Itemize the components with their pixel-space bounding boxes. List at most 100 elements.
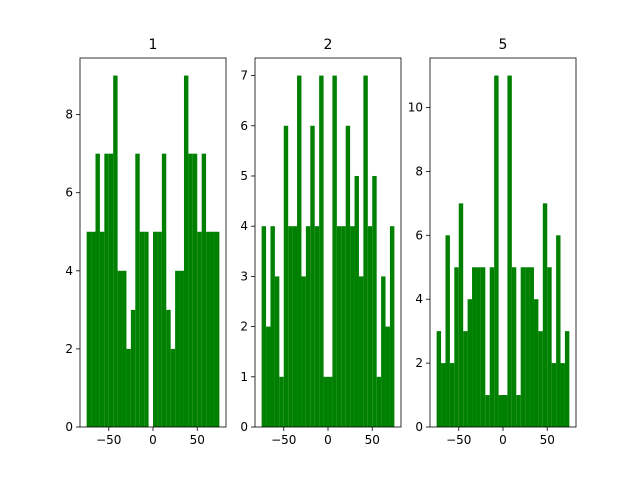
- bar: [166, 309, 171, 427]
- bar: [458, 203, 464, 427]
- bar: [117, 270, 123, 427]
- bar: [206, 231, 211, 427]
- bar: [336, 226, 342, 427]
- bar: [95, 153, 100, 427]
- bar: [108, 153, 114, 427]
- bar: [542, 203, 548, 427]
- chart-title: 5: [499, 37, 508, 53]
- bar: [261, 226, 267, 427]
- y-tick-label: 4: [65, 264, 73, 278]
- bar: [314, 226, 320, 427]
- bar: [292, 226, 298, 427]
- bar: [161, 153, 167, 427]
- y-tick-label: 3: [240, 269, 248, 283]
- bar: [86, 231, 92, 427]
- bar: [489, 267, 495, 427]
- bar: [345, 125, 351, 427]
- bar: [454, 267, 459, 427]
- bar: [525, 267, 530, 427]
- bar: [520, 267, 526, 427]
- x-tick-label: 0: [324, 433, 332, 447]
- chart-title: 2: [324, 37, 333, 53]
- bar: [139, 231, 145, 427]
- x-tick-label: 50: [365, 433, 380, 447]
- y-tick-label: 8: [415, 164, 423, 178]
- bar: [328, 376, 333, 427]
- bar: [511, 267, 517, 427]
- x-tick-label: 0: [499, 433, 507, 447]
- bar: [301, 276, 306, 427]
- y-tick-label: 4: [415, 292, 423, 306]
- bar: [130, 309, 136, 427]
- x-tick-label: 50: [190, 433, 205, 447]
- bar: [516, 395, 521, 427]
- y-tick-label: 6: [65, 186, 73, 200]
- x-tick-label: 50: [540, 433, 555, 447]
- x-tick-label: −50: [446, 433, 471, 447]
- bar: [99, 231, 105, 427]
- bar: [533, 299, 539, 427]
- bar: [192, 153, 198, 427]
- bar: [564, 331, 570, 427]
- bar: [297, 75, 302, 428]
- y-tick-label: 0: [240, 420, 248, 434]
- bar: [381, 276, 386, 427]
- bar: [210, 231, 215, 427]
- bar: [436, 331, 442, 427]
- y-tick-label: 1: [240, 370, 248, 384]
- bar: [476, 267, 481, 427]
- bar: [363, 75, 368, 428]
- bar: [170, 348, 176, 427]
- y-tick-label: 0: [415, 420, 423, 434]
- bar: [467, 299, 473, 427]
- y-tick-label: 2: [65, 342, 73, 356]
- y-tick-label: 4: [240, 219, 248, 233]
- bar: [441, 363, 446, 427]
- y-tick-label: 2: [415, 356, 423, 370]
- y-tick-label: 0: [65, 420, 73, 434]
- bar: [507, 75, 512, 428]
- bar: [310, 125, 315, 427]
- bar: [135, 153, 140, 427]
- bar: [480, 267, 486, 427]
- bar: [341, 226, 346, 427]
- y-tick-label: 8: [65, 108, 73, 122]
- bar: [560, 363, 565, 427]
- bar: [498, 395, 503, 427]
- bar: [332, 75, 337, 428]
- bar: [372, 175, 377, 427]
- bar: [323, 376, 328, 427]
- bar: [122, 270, 127, 427]
- bar: [376, 376, 382, 427]
- bar: [503, 395, 508, 427]
- bar: [494, 75, 499, 428]
- bar: [551, 363, 557, 427]
- bar: [188, 153, 193, 427]
- bar: [472, 267, 477, 427]
- bar: [538, 331, 543, 427]
- bar: [319, 75, 324, 428]
- y-tick-label: 6: [240, 119, 248, 133]
- bar: [389, 226, 395, 427]
- bar: [157, 231, 162, 427]
- y-tick-label: 6: [415, 228, 423, 242]
- bar: [113, 75, 118, 428]
- bar: [274, 276, 280, 427]
- x-tick-label: −50: [96, 433, 121, 447]
- bar: [529, 267, 534, 427]
- bar: [270, 226, 275, 427]
- bar: [266, 326, 271, 427]
- bar: [279, 376, 284, 427]
- bar: [556, 235, 561, 427]
- bar: [283, 125, 289, 427]
- bar: [485, 395, 490, 427]
- bar: [104, 153, 109, 427]
- bar: [144, 231, 149, 427]
- bar: [354, 175, 359, 427]
- bar: [179, 270, 184, 427]
- bar: [350, 226, 355, 427]
- bar: [449, 363, 455, 427]
- bar: [305, 226, 311, 427]
- bar: [358, 276, 364, 427]
